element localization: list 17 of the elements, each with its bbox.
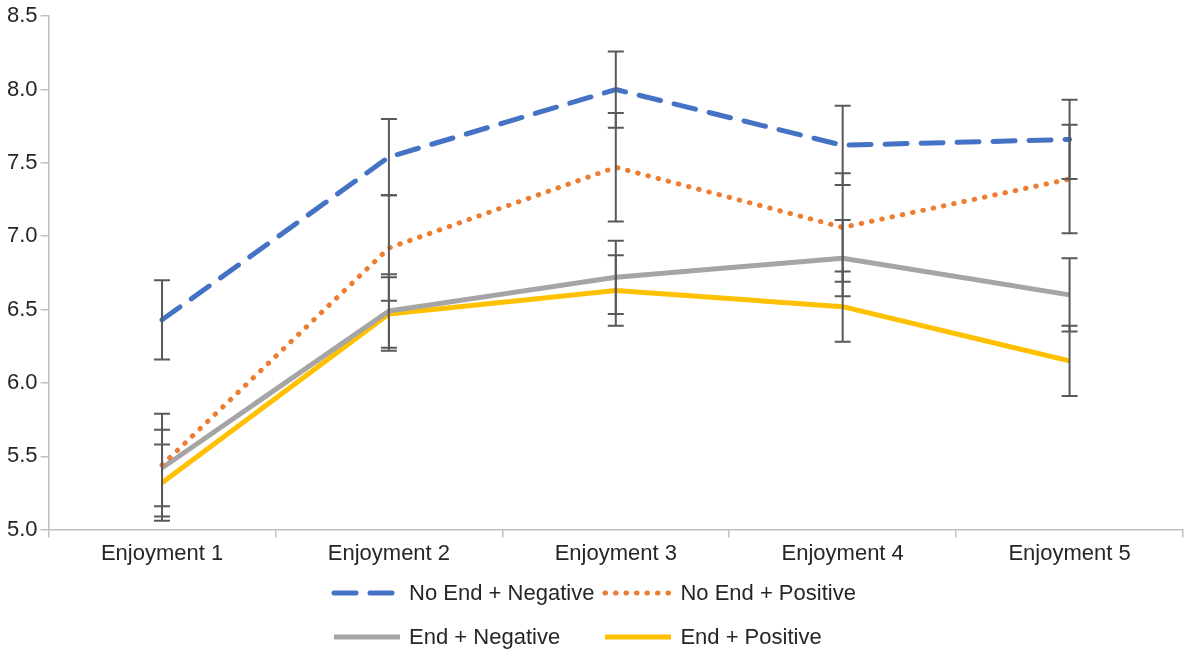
y-tick-label: 7.0 [6,222,38,248]
legend-label: End + Positive [680,624,822,650]
legend-label: End + Negative [409,624,561,650]
y-tick-label: 6.5 [6,295,38,321]
x-tick-label: Enjoyment 4 [781,539,904,565]
x-tick-label: Enjoyment 1 [100,539,224,565]
x-tick-label: Enjoyment 5 [1008,539,1131,565]
legend-label: No End + Positive [680,580,856,606]
y-tick-label: 8.5 [6,2,38,28]
y-tick-label: 8.0 [6,75,38,101]
y-tick-label: 5.0 [6,515,38,541]
y-tick-label: 5.5 [6,442,38,468]
y-tick-label: 7.5 [6,148,38,174]
legend-label: No End + Negative [409,580,595,606]
x-tick-label: Enjoyment 3 [554,539,677,565]
y-tick-label: 6.0 [6,368,38,394]
x-tick-label: Enjoyment 2 [327,539,451,565]
